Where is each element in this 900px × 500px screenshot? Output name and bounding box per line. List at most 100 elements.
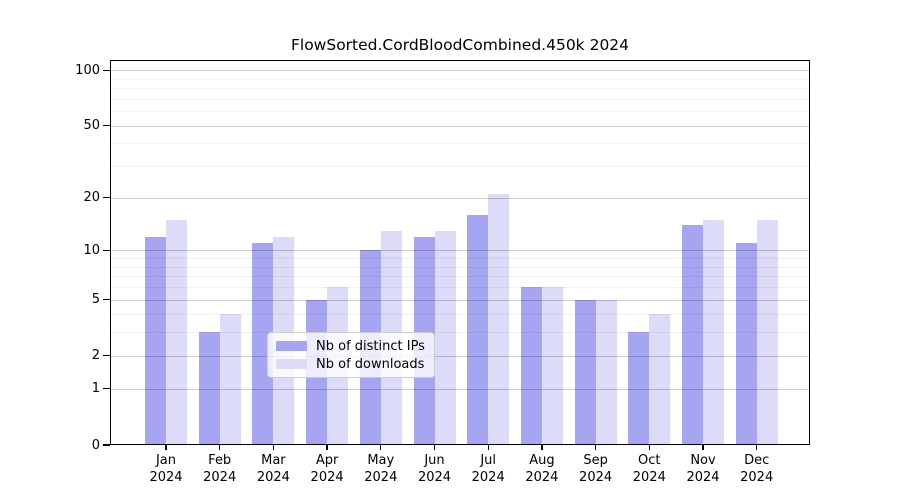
y-tick-label-1: 1 [91, 381, 100, 397]
gridline-10 [110, 250, 810, 252]
x-tick-label-oct: Oct 2024 [617, 452, 681, 486]
x-tick-month-jun: Jun [424, 453, 445, 468]
y-tick-1 [103, 388, 110, 390]
x-tick-month-aug: Aug [529, 453, 555, 468]
x-tick-year-may: 2024 [364, 470, 398, 485]
y-tick-100 [103, 69, 110, 71]
y-tick-label-100: 100 [75, 62, 100, 78]
x-tick-label-dec: Dec 2024 [725, 452, 789, 486]
x-tick-year-sep: 2024 [579, 470, 613, 485]
gridline-2 [110, 355, 810, 357]
y-tick-0 [103, 444, 110, 446]
x-tick-year-jan: 2024 [149, 470, 183, 485]
bar-nb-of-distinct-ips-feb [198, 332, 220, 445]
x-tick-label-nov: Nov 2024 [671, 452, 735, 486]
bar-nb-of-distinct-ips-aug [520, 286, 542, 445]
gridline-60 [110, 111, 810, 113]
gridline-40 [110, 143, 810, 145]
x-tick-jan [165, 445, 167, 450]
x-tick-year-jun: 2024 [417, 470, 452, 485]
x-tick-month-dec: Dec [744, 453, 770, 468]
gridline-5 [110, 299, 810, 301]
x-tick-month-jul: Jul [480, 453, 497, 468]
x-tick-may [380, 445, 382, 450]
bar-nb-of-downloads-sep [595, 299, 617, 445]
bar-nb-of-distinct-ips-sep [574, 299, 596, 445]
gridline-100 [110, 70, 810, 72]
bar-nb-of-downloads-jun [434, 230, 456, 445]
x-tick-label-sep: Sep 2024 [564, 452, 628, 486]
bar-nb-of-distinct-ips-jul [467, 214, 489, 445]
gridline-3 [110, 332, 810, 334]
x-tick-year-nov: 2024 [686, 470, 720, 485]
x-tick-label-may: May 2024 [349, 452, 413, 486]
y-tick-label-5: 5 [91, 292, 100, 307]
gridline-70 [110, 98, 810, 100]
x-tick-year-aug: 2024 [525, 470, 559, 485]
y-tick-label-10: 10 [83, 242, 100, 258]
x-tick-year-feb: 2024 [203, 470, 237, 485]
x-tick-sep [594, 445, 597, 450]
gridline-90 [110, 78, 810, 80]
legend-item-distinct-ips: Nb of distinct IPs [276, 338, 426, 354]
x-tick-dec [756, 445, 758, 450]
x-tick-jun [433, 445, 436, 450]
x-tick-label-mar: Mar 2024 [241, 452, 305, 486]
y-tick-10 [103, 249, 110, 251]
gridline-8 [110, 266, 810, 268]
y-tick-50 [103, 125, 110, 127]
x-tick-month-apr: Apr [315, 453, 339, 468]
bar-nb-of-distinct-ips-dec [735, 243, 757, 445]
bar-nb-of-downloads-dec [756, 219, 778, 445]
x-tick-month-oct: Oct [638, 453, 661, 468]
plot-area [110, 60, 810, 445]
gridline-30 [110, 166, 810, 168]
x-tick-year-dec: 2024 [740, 470, 774, 485]
x-tick-apr [326, 445, 328, 450]
gridline-7 [110, 276, 810, 278]
gridline-80 [110, 88, 810, 90]
chart-title: FlowSorted.CordBloodCombined.450k 2024 [290, 36, 630, 54]
x-tick-year-jul: 2024 [471, 470, 505, 485]
gridline-6 [110, 286, 810, 288]
bar-nb-of-distinct-ips-mar [252, 243, 274, 445]
gridline-20 [110, 197, 810, 199]
legend-label-downloads: Nb of downloads [316, 356, 425, 372]
legend-label-distinct-ips: Nb of distinct IPs [316, 338, 425, 354]
legend-swatch-distinct-ips [276, 341, 307, 351]
x-tick-month-nov: Nov [690, 453, 716, 468]
x-tick-label-apr: Apr 2024 [295, 452, 359, 486]
x-tick-month-feb: Feb [208, 453, 232, 468]
x-tick-mar [272, 445, 275, 450]
bar-nb-of-downloads-jul [488, 194, 510, 445]
x-tick-feb [219, 445, 221, 450]
legend: Nb of distinct IPs Nb of downloads [267, 332, 435, 378]
gridline-4 [110, 314, 810, 316]
legend-swatch-downloads [276, 359, 307, 369]
x-tick-label-jul: Jul 2024 [456, 452, 520, 486]
y-tick-2 [103, 355, 110, 357]
gridline-9 [110, 258, 810, 260]
y-tick-5 [103, 298, 110, 301]
gridline-1 [110, 388, 810, 390]
bar-nb-of-downloads-jan [166, 219, 187, 445]
y-tick-label-50: 50 [83, 118, 100, 134]
x-tick-year-oct: 2024 [632, 470, 666, 485]
bar-nb-of-distinct-ips-nov [682, 225, 703, 445]
legend-item-downloads: Nb of downloads [276, 356, 426, 372]
x-tick-jul [487, 445, 489, 450]
x-tick-oct [648, 445, 650, 450]
x-tick-label-feb: Feb 2024 [188, 452, 252, 486]
x-tick-label-aug: Aug 2024 [510, 452, 574, 486]
x-tick-month-sep: Sep [583, 453, 608, 468]
y-tick-label-0: 0 [91, 437, 100, 453]
bar-nb-of-downloads-oct [649, 314, 671, 445]
x-tick-label-jun: Jun 2024 [403, 452, 467, 486]
x-tick-month-mar: Mar [261, 453, 286, 468]
y-tick-20 [103, 197, 110, 199]
x-tick-aug [541, 445, 543, 450]
x-tick-month-jan: Jan [155, 453, 177, 468]
bar-nb-of-distinct-ips-jan [145, 236, 166, 445]
bar-nb-of-downloads-aug [541, 286, 563, 445]
